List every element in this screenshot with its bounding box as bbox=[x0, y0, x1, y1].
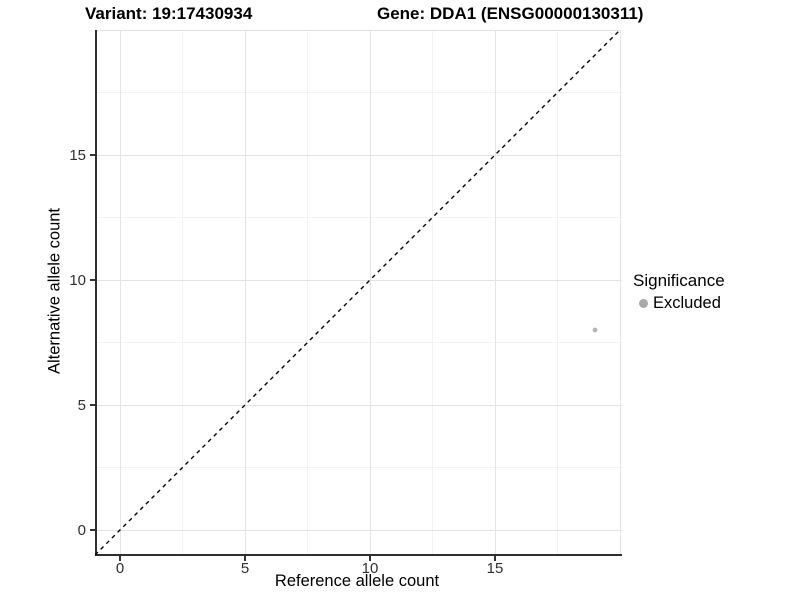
plot-geoms-layer bbox=[95, 30, 621, 556]
gridline-major-vertical bbox=[619, 30, 621, 554]
gridline-major-vertical bbox=[369, 30, 371, 554]
x-axis-tick bbox=[494, 556, 496, 561]
gridline-minor-vertical bbox=[307, 30, 308, 554]
gridline-major-vertical bbox=[119, 30, 121, 554]
y-axis-tick bbox=[90, 154, 95, 156]
x-axis-label: Reference allele count bbox=[274, 572, 440, 590]
x-axis-tick bbox=[244, 556, 246, 561]
gridline-major-vertical bbox=[494, 30, 496, 554]
x-axis-tick-label: 10 bbox=[361, 560, 379, 577]
gridline-major-horizontal bbox=[96, 154, 622, 156]
x-axis-tick-label: 15 bbox=[486, 560, 504, 577]
gridline-major-horizontal bbox=[96, 29, 622, 31]
gene-title: Gene: DDA1 (ENSG00000130311) bbox=[377, 4, 644, 23]
legend-entry-excluded: Excluded bbox=[633, 293, 725, 313]
legend: Significance Excluded bbox=[633, 271, 725, 313]
y-axis-tick-label: 15 bbox=[69, 147, 86, 164]
gridline-minor-horizontal bbox=[96, 217, 622, 218]
data-point-excluded bbox=[592, 327, 598, 333]
y-axis-tick-label: 5 bbox=[77, 397, 86, 414]
excluded-point-icon bbox=[639, 298, 648, 308]
y-axis-label: Alternative allele count bbox=[45, 207, 64, 375]
x-axis-tick bbox=[119, 556, 121, 561]
gridline-major-horizontal bbox=[96, 404, 622, 406]
y-axis-tick-label: 10 bbox=[69, 272, 86, 289]
y-axis-tick-label: 0 bbox=[77, 522, 86, 539]
gridline-major-horizontal bbox=[96, 279, 622, 281]
x-axis-tick-label: 0 bbox=[115, 560, 125, 577]
y-axis-tick bbox=[90, 404, 95, 406]
y-axis-tick bbox=[90, 529, 95, 531]
gridline-minor-vertical bbox=[557, 30, 558, 554]
data-points-group bbox=[592, 327, 598, 333]
gridline-minor-horizontal bbox=[96, 467, 622, 468]
identity-dashed-line bbox=[95, 30, 621, 556]
gridline-minor-vertical bbox=[432, 30, 433, 554]
legend-title: Significance bbox=[633, 271, 725, 290]
gridline-minor-horizontal bbox=[96, 342, 622, 343]
gridline-minor-horizontal bbox=[96, 92, 622, 93]
gridline-major-vertical bbox=[244, 30, 246, 554]
gridline-major-horizontal bbox=[96, 529, 622, 531]
x-axis-tick bbox=[369, 556, 371, 561]
legend-entry-label: Excluded bbox=[653, 293, 721, 312]
variant-title: Variant: 19:17430934 bbox=[85, 4, 253, 23]
y-axis-line bbox=[95, 30, 97, 556]
x-axis-tick-label: 5 bbox=[240, 560, 250, 577]
x-axis-line bbox=[95, 554, 622, 556]
y-axis-tick bbox=[90, 279, 95, 281]
gridline-minor-vertical bbox=[182, 30, 183, 554]
